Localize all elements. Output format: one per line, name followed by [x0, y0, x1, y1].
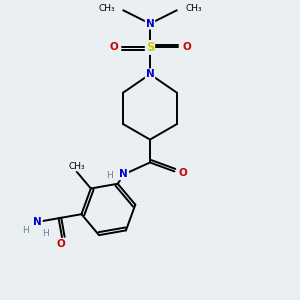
- Text: S: S: [146, 41, 154, 54]
- Text: N: N: [146, 19, 154, 29]
- Text: N: N: [146, 69, 154, 79]
- Text: O: O: [179, 168, 188, 178]
- Text: H: H: [22, 226, 28, 236]
- Text: CH₃: CH₃: [185, 4, 202, 13]
- Text: O: O: [109, 43, 118, 52]
- Text: O: O: [56, 239, 65, 249]
- Text: O: O: [182, 43, 191, 52]
- Text: CH₃: CH₃: [98, 4, 115, 13]
- Text: CH₃: CH₃: [68, 162, 85, 171]
- Text: H: H: [43, 229, 49, 238]
- Text: H: H: [106, 171, 112, 180]
- Text: N: N: [33, 217, 42, 227]
- Text: N: N: [119, 169, 128, 179]
